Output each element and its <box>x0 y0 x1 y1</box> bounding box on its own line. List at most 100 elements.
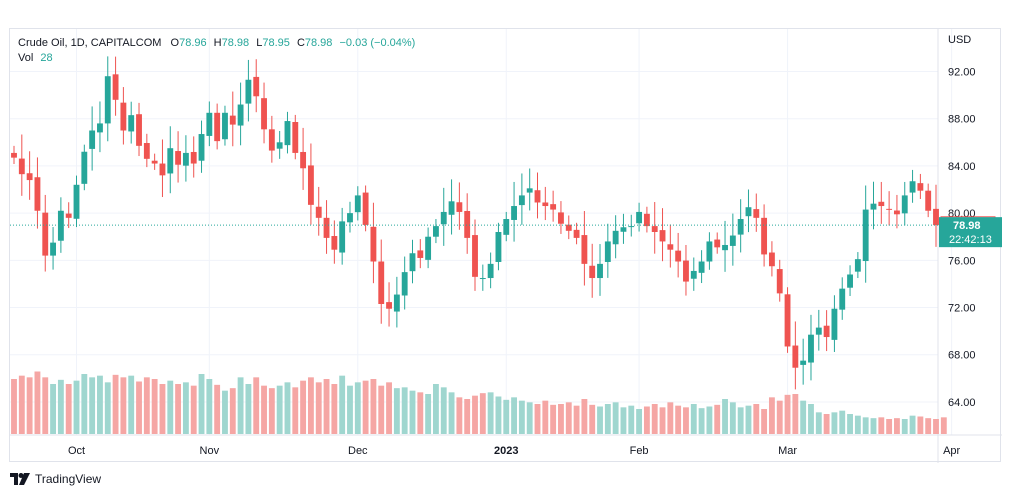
volume-bar <box>120 377 127 434</box>
volume-bar <box>714 404 721 434</box>
candle-body <box>347 213 353 223</box>
price-tick-label: 68.00 <box>948 350 976 362</box>
change-value: −0.03 (−0.04%) <box>339 37 416 49</box>
volume-bar <box>57 379 64 434</box>
volume-bar <box>878 417 885 434</box>
volume-bar <box>222 390 228 434</box>
candle-body <box>862 209 869 262</box>
volume-bar <box>268 388 275 434</box>
candle-body <box>503 219 510 235</box>
candle-body <box>698 261 705 273</box>
volume-bar <box>808 404 814 434</box>
candle-body <box>854 259 861 272</box>
candle-body <box>729 235 736 246</box>
time-axis-label: 2023 <box>494 445 518 457</box>
candle-body <box>714 239 721 248</box>
volume-bar <box>706 406 713 434</box>
time-axis-label: Nov <box>200 445 220 457</box>
candle-body <box>878 201 885 207</box>
candle-body <box>753 209 760 218</box>
candle-body <box>565 224 572 231</box>
volume-bar <box>97 375 103 434</box>
candle-body <box>307 165 314 205</box>
volume-bar <box>901 419 908 434</box>
candle-body <box>558 212 564 224</box>
volume-bar <box>81 374 88 434</box>
open-value: 78.96 <box>179 37 207 49</box>
candle-body <box>597 263 603 279</box>
candle-body <box>550 204 557 210</box>
countdown-label: 22:42:13 <box>949 234 992 246</box>
volume-bar <box>159 384 166 434</box>
chart-frame[interactable]: USD 92.00 88.00 84.00 80.00 76.00 72.00 68.00 64… <box>9 28 1002 463</box>
candle-body <box>581 235 588 264</box>
volume-bar <box>573 405 580 434</box>
candle-body <box>526 188 533 193</box>
volume-bar <box>526 402 533 434</box>
volume-bar <box>800 400 807 434</box>
candle-body <box>386 302 392 309</box>
volume-bar <box>464 399 471 434</box>
volume-bar <box>292 387 299 434</box>
volume-bar <box>253 377 260 434</box>
tradingview-footer[interactable]: TradingView <box>10 472 101 486</box>
candle-body <box>393 294 400 312</box>
volume-value: 28 <box>40 52 53 64</box>
candle-body <box>589 265 596 279</box>
volume-bar <box>518 400 525 434</box>
candle-body <box>198 134 205 161</box>
time-axis-label: Oct <box>68 445 85 457</box>
candle-body <box>667 244 674 250</box>
volume-bar <box>776 400 783 434</box>
candle-body <box>651 226 658 232</box>
low-label: L <box>256 37 263 49</box>
chart-svg[interactable]: USD92.0088.0084.0080.0076.0072.0068.0064… <box>10 29 1002 463</box>
candle-body <box>323 217 330 238</box>
volume-bar <box>487 392 494 434</box>
volume-bar <box>909 415 916 434</box>
volume-bar <box>261 385 267 434</box>
candle-body <box>464 210 471 238</box>
candle-body <box>237 104 244 126</box>
candle-body <box>823 325 830 338</box>
candle-body <box>643 213 650 227</box>
volume-bar <box>589 404 596 434</box>
volume-bar <box>26 377 33 434</box>
candle-body <box>722 244 728 251</box>
volume-bar <box>722 399 728 434</box>
volume-bar <box>433 384 439 434</box>
volume-bar <box>698 408 705 434</box>
volume-bar <box>753 404 760 434</box>
candle-body <box>894 210 900 215</box>
volume-legend: Vol 28 <box>18 52 53 64</box>
volume-bar <box>542 400 549 434</box>
volume-bar <box>347 385 353 434</box>
candle-body <box>448 201 455 215</box>
volume-bar <box>511 397 517 434</box>
volume-bar <box>925 418 932 434</box>
candle-body <box>315 206 322 218</box>
volume-bar <box>182 382 189 434</box>
volume-bar <box>886 419 893 434</box>
volume-bar <box>50 384 56 434</box>
candle-body <box>182 152 189 166</box>
candle-body <box>604 241 611 262</box>
candle-body <box>65 213 72 218</box>
candle-body <box>339 221 346 253</box>
candle-body <box>18 158 25 175</box>
volume-bar <box>581 399 588 434</box>
ohlc-legend: Crude Oil, 1D, CAPITALCOM O78.96 H78.98 … <box>18 36 415 50</box>
volume-bar <box>370 379 377 434</box>
candle-body <box>768 252 775 267</box>
candle-body <box>620 227 627 232</box>
volume-bar <box>729 402 736 434</box>
volume-bar <box>558 404 564 434</box>
candle-body <box>362 192 369 225</box>
candle-body <box>815 327 822 335</box>
candle-body <box>276 142 283 149</box>
candle-body <box>370 226 377 262</box>
volume-bar <box>933 419 939 434</box>
volume-bar <box>940 417 947 434</box>
candle-body <box>573 229 580 238</box>
volume-bar <box>11 379 17 434</box>
